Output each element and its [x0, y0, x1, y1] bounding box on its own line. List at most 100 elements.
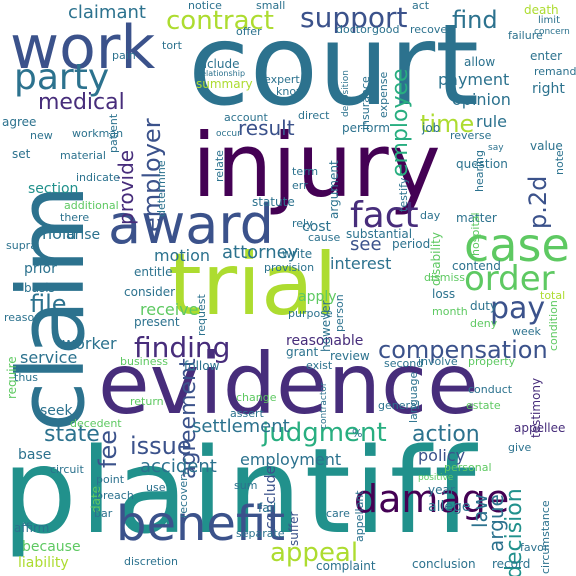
word-agree: agree: [2, 115, 37, 129]
word-complaint: complaint: [316, 559, 376, 573]
word-benefit: benefit: [116, 496, 286, 552]
word-receive: receive: [140, 300, 199, 319]
word-result: result: [238, 116, 295, 140]
word-rely: rely: [292, 217, 313, 230]
word-matter: matter: [456, 211, 497, 225]
word-pay: pay: [490, 291, 546, 326]
word-value: value: [530, 139, 563, 153]
word-material: material: [60, 149, 106, 162]
word-breach: breach: [96, 489, 134, 502]
word-hold: hold: [42, 224, 77, 243]
word-fact: fact: [350, 195, 419, 236]
word-employment: employment: [240, 450, 342, 469]
word-establish: establish: [0, 427, 2, 477]
word-act: act: [412, 0, 430, 12]
word-work: work: [10, 13, 156, 83]
word-business: business: [120, 355, 168, 368]
word-testimony: testimony: [529, 377, 543, 438]
word-settlement: settlement: [192, 416, 290, 437]
word-reason: reason: [4, 311, 42, 324]
word-perform: perform: [342, 121, 390, 135]
word-court: court: [188, 1, 480, 131]
word-thus: thus: [14, 371, 38, 384]
word-sum: sum: [234, 479, 258, 492]
word-deposition: deposition: [341, 70, 351, 117]
word-testify: testify: [397, 177, 410, 212]
word-small: small: [256, 0, 286, 12]
word-consider: consider: [124, 285, 176, 299]
word-contract: contract: [166, 6, 274, 36]
word-direct: direct: [298, 109, 330, 122]
word-say: say: [488, 143, 504, 153]
word-appellee: appellee: [514, 421, 566, 435]
word-offer: offer: [236, 25, 262, 38]
word-estate: estate: [466, 399, 501, 412]
word-evidence: evidence: [98, 335, 479, 433]
word-conclusion: conclusion: [412, 557, 476, 571]
word-cause: cause: [308, 231, 341, 244]
word-liability: liability: [18, 555, 69, 571]
word-party: party: [14, 57, 110, 98]
word-property: property: [468, 355, 516, 368]
word-condition: condition: [547, 300, 560, 351]
word-doctor: doctor: [336, 23, 372, 36]
word-indicate: indicate: [76, 171, 120, 184]
word-expert: expert: [264, 73, 300, 86]
word-workman: workman: [72, 127, 124, 140]
word-additional: additional: [64, 199, 119, 212]
word-basis: basis: [24, 281, 55, 295]
word-err: err: [292, 179, 308, 192]
word-use: use: [146, 481, 166, 494]
word-conclude: conclude: [263, 465, 279, 529]
word-month: month: [432, 305, 468, 318]
word-circumstance: circumstance: [539, 500, 552, 574]
word-plaintiff: plaintiff: [2, 422, 479, 560]
word-year: year: [428, 483, 455, 497]
word-service: service: [20, 348, 78, 367]
word-notice: notice: [188, 0, 222, 12]
word-relate: relate: [213, 150, 226, 182]
word-hearing: hearing: [473, 149, 486, 192]
word-point: point: [96, 473, 125, 486]
word-recovery: recovery: [177, 469, 190, 518]
word-see: see: [350, 234, 382, 255]
word-expense: expense: [377, 71, 390, 118]
word-award: award: [108, 193, 274, 256]
word-trial: trial: [168, 235, 338, 335]
word-record: record: [492, 557, 531, 571]
word-because: because: [22, 539, 81, 555]
word-include: include: [196, 57, 240, 71]
word-write: write: [282, 247, 313, 261]
word-request: request: [195, 294, 208, 336]
word-allow: allow: [464, 55, 496, 69]
word-percent: %: [352, 427, 363, 440]
word-motion: motion: [154, 246, 211, 265]
word-note: note: [553, 150, 566, 175]
word-seek: seek: [40, 403, 73, 419]
word-opinion: opinion: [452, 90, 511, 109]
word-appeal: appeal: [270, 538, 359, 568]
word-issue: issue: [130, 432, 192, 460]
word-attorney: attorney: [222, 242, 299, 263]
word-worker: worker: [62, 334, 117, 353]
word-discretion: discretion: [124, 555, 178, 568]
word-apply: apply: [298, 289, 337, 305]
word-failure: failure: [508, 29, 543, 42]
word-accident: accident: [140, 456, 217, 477]
word-enter: enter: [530, 49, 563, 63]
word-week: week: [512, 325, 541, 338]
word-supra: supra: [6, 239, 37, 252]
word-right: right: [532, 81, 565, 97]
word-involve: involve: [418, 355, 458, 368]
word-insurance: insurance: [359, 76, 372, 130]
word-section: section: [28, 181, 79, 197]
word-present: present: [134, 315, 180, 329]
word-employee: employee: [388, 68, 413, 177]
word-judgment: judgment: [262, 418, 387, 448]
word-substantial: substantial: [346, 227, 413, 241]
word-positive: positive: [418, 473, 454, 483]
word-good: good: [372, 23, 400, 36]
word-policy: policy: [418, 446, 466, 465]
word-argue: argue: [484, 494, 508, 552]
word-suffer: suffer: [287, 511, 301, 546]
